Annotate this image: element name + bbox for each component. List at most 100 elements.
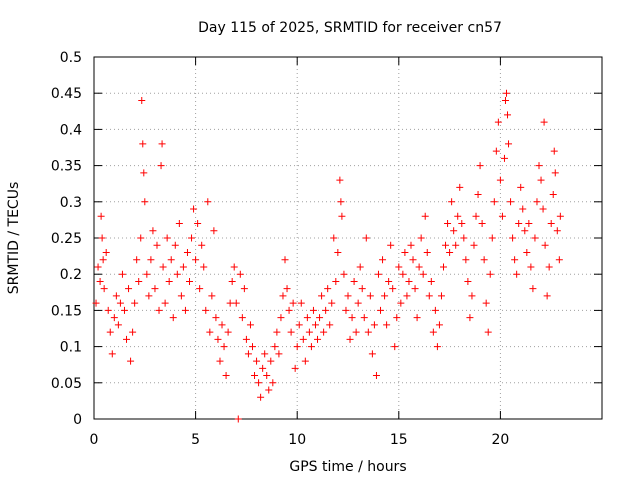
data-point — [165, 277, 173, 285]
data-point — [440, 263, 448, 271]
data-point — [177, 292, 185, 300]
data-point — [230, 263, 238, 271]
data-point — [527, 263, 535, 271]
data-point — [545, 263, 553, 271]
data-point — [442, 241, 450, 249]
data-point — [413, 314, 421, 322]
data-point — [407, 241, 415, 249]
data-point — [125, 285, 133, 293]
data-point — [316, 314, 324, 322]
data-point — [214, 335, 222, 343]
data-point — [238, 314, 246, 322]
y-tick-label: 0.1 — [60, 340, 82, 356]
data-point — [531, 234, 539, 242]
data-point — [220, 343, 228, 351]
data-point — [415, 263, 423, 271]
data-point — [287, 328, 295, 336]
data-point — [348, 314, 356, 322]
data-point — [366, 292, 374, 300]
data-point — [110, 314, 118, 322]
data-point — [257, 393, 265, 401]
data-point — [194, 220, 202, 228]
data-point — [98, 234, 106, 242]
data-point — [186, 277, 194, 285]
data-point — [551, 169, 559, 177]
data-point — [496, 176, 504, 184]
data-point — [175, 220, 183, 228]
data-point — [171, 241, 179, 249]
data-point — [504, 111, 512, 119]
data-point — [397, 299, 405, 307]
data-point — [547, 220, 555, 228]
data-point — [147, 256, 155, 264]
data-point — [356, 263, 364, 271]
data-point — [556, 212, 564, 220]
data-point — [123, 335, 131, 343]
data-point — [364, 328, 372, 336]
data-point — [267, 357, 275, 365]
y-tick-label: 0.3 — [60, 195, 82, 211]
data-point — [450, 227, 458, 235]
data-point — [370, 321, 378, 329]
data-point — [377, 306, 385, 314]
data-point — [346, 335, 354, 343]
data-point — [488, 234, 496, 242]
data-point — [433, 343, 441, 351]
data-point — [159, 263, 167, 271]
data-point — [265, 386, 273, 394]
data-point — [96, 277, 104, 285]
data-point — [358, 285, 366, 293]
data-point — [311, 321, 319, 329]
data-point — [555, 256, 563, 264]
data-point — [271, 343, 279, 351]
data-point — [427, 277, 435, 285]
data-point — [145, 292, 153, 300]
data-point — [163, 234, 171, 242]
data-point — [234, 415, 242, 423]
x-tick-label: 15 — [390, 432, 408, 448]
data-point — [533, 198, 541, 206]
data-point — [454, 212, 462, 220]
data-point — [484, 328, 492, 336]
data-point — [549, 191, 557, 199]
data-point — [273, 328, 281, 336]
y-tick-label: 0.15 — [51, 303, 82, 319]
y-axis-label: SRMTID / TECUs — [6, 182, 22, 295]
data-point — [129, 328, 137, 336]
data-point — [114, 321, 122, 329]
data-point — [307, 343, 315, 351]
data-point — [458, 220, 466, 228]
data-point — [391, 343, 399, 351]
data-point — [523, 248, 531, 256]
data-point — [431, 306, 439, 314]
data-point — [279, 292, 287, 300]
data-point — [419, 270, 427, 278]
y-tick-label: 0.25 — [51, 231, 82, 247]
data-point — [133, 256, 141, 264]
data-point — [334, 248, 342, 256]
data-point — [383, 321, 391, 329]
data-point — [338, 212, 346, 220]
data-point — [173, 270, 181, 278]
data-point — [244, 350, 252, 358]
data-point — [293, 343, 301, 351]
data-point — [100, 285, 108, 293]
data-point — [507, 198, 515, 206]
data-point — [505, 140, 513, 148]
data-point — [381, 292, 389, 300]
data-point — [444, 220, 452, 228]
data-point — [421, 212, 429, 220]
data-point — [328, 299, 336, 307]
data-point — [352, 328, 360, 336]
data-point — [405, 277, 413, 285]
data-point — [425, 292, 433, 300]
data-point — [141, 198, 149, 206]
data-point — [161, 299, 169, 307]
data-point — [181, 306, 189, 314]
data-point — [135, 277, 143, 285]
data-point — [275, 350, 283, 358]
data-point — [289, 299, 297, 307]
data-point — [261, 350, 269, 358]
data-point — [399, 270, 407, 278]
